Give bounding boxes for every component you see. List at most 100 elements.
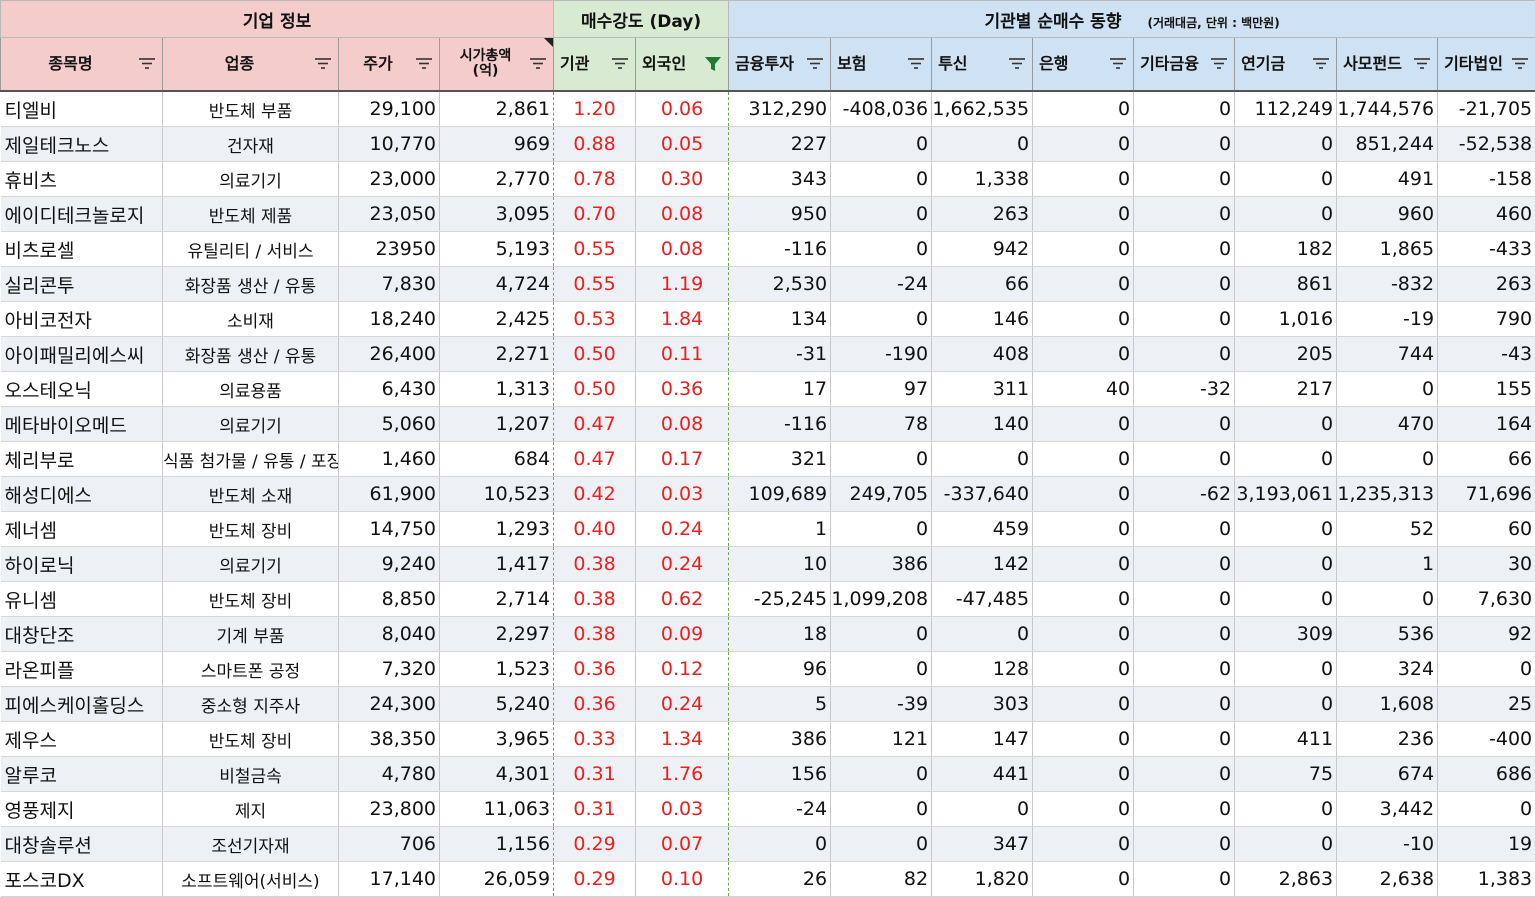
insurance-cell[interactable]: 0 [830, 126, 933, 162]
other-finance-cell[interactable]: 0 [1133, 791, 1236, 827]
insurance-cell[interactable]: 0 [830, 791, 933, 827]
insurance-cell[interactable]: 0 [830, 616, 933, 652]
other-corp-cell[interactable]: 92 [1437, 616, 1535, 652]
price-cell[interactable]: 14,750 [338, 511, 440, 547]
private-fund-cell[interactable]: 491 [1336, 161, 1439, 197]
name-cell[interactable]: 비츠로셀 [0, 231, 163, 267]
institution-strength-cell[interactable]: 0.36 [553, 651, 637, 687]
bank-cell[interactable]: 0 [1032, 791, 1135, 827]
price-cell[interactable]: 7,320 [338, 651, 440, 687]
price-cell[interactable]: 10,770 [338, 126, 440, 162]
col-investment-trust-header[interactable]: 투신 [931, 37, 1034, 92]
pension-cell[interactable]: 0 [1234, 441, 1338, 477]
private-fund-cell[interactable]: 744 [1336, 336, 1439, 372]
insurance-cell[interactable]: 249,705 [830, 476, 933, 512]
other-finance-cell[interactable]: 0 [1133, 581, 1236, 617]
other-corp-cell[interactable]: -43 [1437, 336, 1535, 372]
investment-trust-cell[interactable]: -47,485 [931, 581, 1034, 617]
insurance-cell[interactable]: -190 [830, 336, 933, 372]
foreign-strength-cell[interactable]: 0.05 [635, 126, 730, 162]
insurance-cell[interactable]: 78 [830, 406, 933, 442]
other-finance-cell[interactable]: 0 [1133, 756, 1236, 792]
private-fund-cell[interactable]: 3,442 [1336, 791, 1439, 827]
private-fund-cell[interactable]: 0 [1336, 581, 1439, 617]
other-corp-cell[interactable]: 0 [1437, 791, 1535, 827]
industry-cell[interactable]: 유틸리티 / 서비스 [162, 231, 339, 267]
name-cell[interactable]: 실리콘투 [0, 266, 163, 302]
institution-strength-cell[interactable]: 0.31 [553, 791, 637, 827]
foreign-strength-cell[interactable]: 0.10 [635, 861, 730, 897]
industry-cell[interactable]: 의료기기 [162, 546, 339, 582]
investment-trust-cell[interactable]: 146 [931, 301, 1034, 337]
investment-trust-cell[interactable]: 66 [931, 266, 1034, 302]
private-fund-cell[interactable]: 236 [1336, 721, 1439, 757]
price-cell[interactable]: 1,460 [338, 441, 440, 477]
foreign-strength-cell[interactable]: 0.07 [635, 826, 730, 862]
industry-cell[interactable]: 비철금속 [162, 756, 339, 792]
other-corp-cell[interactable]: 30 [1437, 546, 1535, 582]
price-cell[interactable]: 8,040 [338, 616, 440, 652]
pension-cell[interactable]: 861 [1234, 266, 1338, 302]
other-corp-cell[interactable]: 66 [1437, 441, 1535, 477]
financial-invest-cell[interactable]: 26 [728, 861, 832, 897]
financial-invest-cell[interactable]: 5 [728, 686, 832, 722]
foreign-strength-cell[interactable]: 0.08 [635, 406, 730, 442]
other-finance-cell[interactable]: 0 [1133, 266, 1236, 302]
foreign-strength-cell[interactable]: 0.08 [635, 196, 730, 232]
bank-cell[interactable]: 0 [1032, 476, 1135, 512]
group-buying-strength[interactable]: 매수강도 (Day) [553, 0, 730, 38]
name-cell[interactable]: 메타바이오메드 [0, 406, 163, 442]
other-finance-cell[interactable]: 0 [1133, 616, 1236, 652]
industry-cell[interactable]: 조선기자재 [162, 826, 339, 862]
pension-cell[interactable]: 0 [1234, 791, 1338, 827]
filter-dropdown-icon[interactable] [804, 56, 826, 72]
bank-cell[interactable]: 0 [1032, 581, 1135, 617]
private-fund-cell[interactable]: 674 [1336, 756, 1439, 792]
private-fund-cell[interactable]: 1 [1336, 546, 1439, 582]
institution-strength-cell[interactable]: 0.47 [553, 441, 637, 477]
col-price-header[interactable]: 주가 [338, 37, 440, 92]
group-company-info[interactable]: 기업 정보 [0, 0, 555, 38]
name-cell[interactable]: 포스코DX [0, 861, 163, 897]
price-cell[interactable]: 9,240 [338, 546, 440, 582]
bank-cell[interactable]: 0 [1032, 231, 1135, 267]
market-cap-cell[interactable]: 969 [439, 126, 555, 162]
financial-invest-cell[interactable]: 156 [728, 756, 832, 792]
insurance-cell[interactable]: 0 [830, 826, 933, 862]
name-cell[interactable]: 에이디테크놀로지 [0, 196, 163, 232]
investment-trust-cell[interactable]: 303 [931, 686, 1034, 722]
insurance-cell[interactable]: -39 [830, 686, 933, 722]
name-cell[interactable]: 라온피플 [0, 651, 163, 687]
price-cell[interactable]: 4,780 [338, 756, 440, 792]
private-fund-cell[interactable]: 536 [1336, 616, 1439, 652]
industry-cell[interactable]: 기계 부품 [162, 616, 339, 652]
other-corp-cell[interactable]: 7,630 [1437, 581, 1535, 617]
pension-cell[interactable]: 0 [1234, 581, 1338, 617]
pension-cell[interactable]: 182 [1234, 231, 1338, 267]
institution-strength-cell[interactable]: 0.42 [553, 476, 637, 512]
investment-trust-cell[interactable]: 140 [931, 406, 1034, 442]
bank-cell[interactable]: 0 [1032, 196, 1135, 232]
industry-cell[interactable]: 의료용품 [162, 371, 339, 407]
insurance-cell[interactable]: -408,036 [830, 91, 933, 127]
financial-invest-cell[interactable]: 109,689 [728, 476, 832, 512]
investment-trust-cell[interactable]: 0 [931, 126, 1034, 162]
foreign-strength-cell[interactable]: 0.09 [635, 616, 730, 652]
pension-cell[interactable]: 75 [1234, 756, 1338, 792]
institution-strength-cell[interactable]: 0.53 [553, 301, 637, 337]
name-cell[interactable]: 아이패밀리에스씨 [0, 336, 163, 372]
investment-trust-cell[interactable]: 263 [931, 196, 1034, 232]
other-corp-cell[interactable]: 1,383 [1437, 861, 1535, 897]
pension-cell[interactable]: 0 [1234, 651, 1338, 687]
filter-dropdown-icon[interactable] [136, 56, 158, 72]
institution-strength-cell[interactable]: 0.88 [553, 126, 637, 162]
institution-strength-cell[interactable]: 0.38 [553, 616, 637, 652]
market-cap-cell[interactable]: 3,965 [439, 721, 555, 757]
industry-cell[interactable]: 소비재 [162, 301, 339, 337]
col-financial-invest-header[interactable]: 금융투자 [728, 37, 832, 92]
investment-trust-cell[interactable]: 1,820 [931, 861, 1034, 897]
name-cell[interactable]: 영풍제지 [0, 791, 163, 827]
price-cell[interactable]: 706 [338, 826, 440, 862]
price-cell[interactable]: 23,050 [338, 196, 440, 232]
other-finance-cell[interactable]: -32 [1133, 371, 1236, 407]
